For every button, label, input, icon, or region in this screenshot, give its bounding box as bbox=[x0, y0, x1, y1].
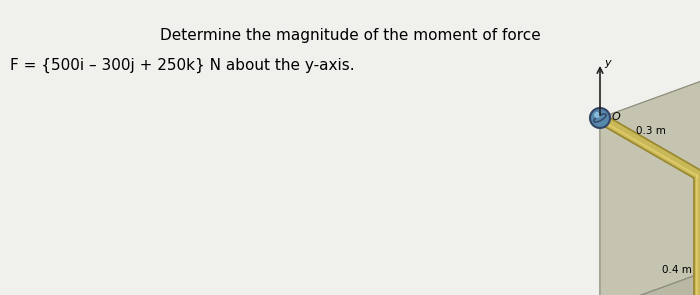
Text: y: y bbox=[604, 58, 610, 68]
Circle shape bbox=[594, 112, 600, 118]
Text: Determine the magnitude of the moment of force: Determine the magnitude of the moment of… bbox=[160, 28, 540, 43]
Polygon shape bbox=[600, 81, 700, 295]
Text: O: O bbox=[612, 112, 621, 122]
Text: 0.4 m: 0.4 m bbox=[662, 265, 692, 275]
Polygon shape bbox=[600, 118, 699, 295]
Text: F = {500i – 300j + 250k} N about the y-axis.: F = {500i – 300j + 250k} N about the y-a… bbox=[10, 58, 355, 73]
Polygon shape bbox=[600, 81, 700, 175]
Text: 0.3 m: 0.3 m bbox=[636, 127, 666, 137]
Circle shape bbox=[590, 108, 610, 128]
